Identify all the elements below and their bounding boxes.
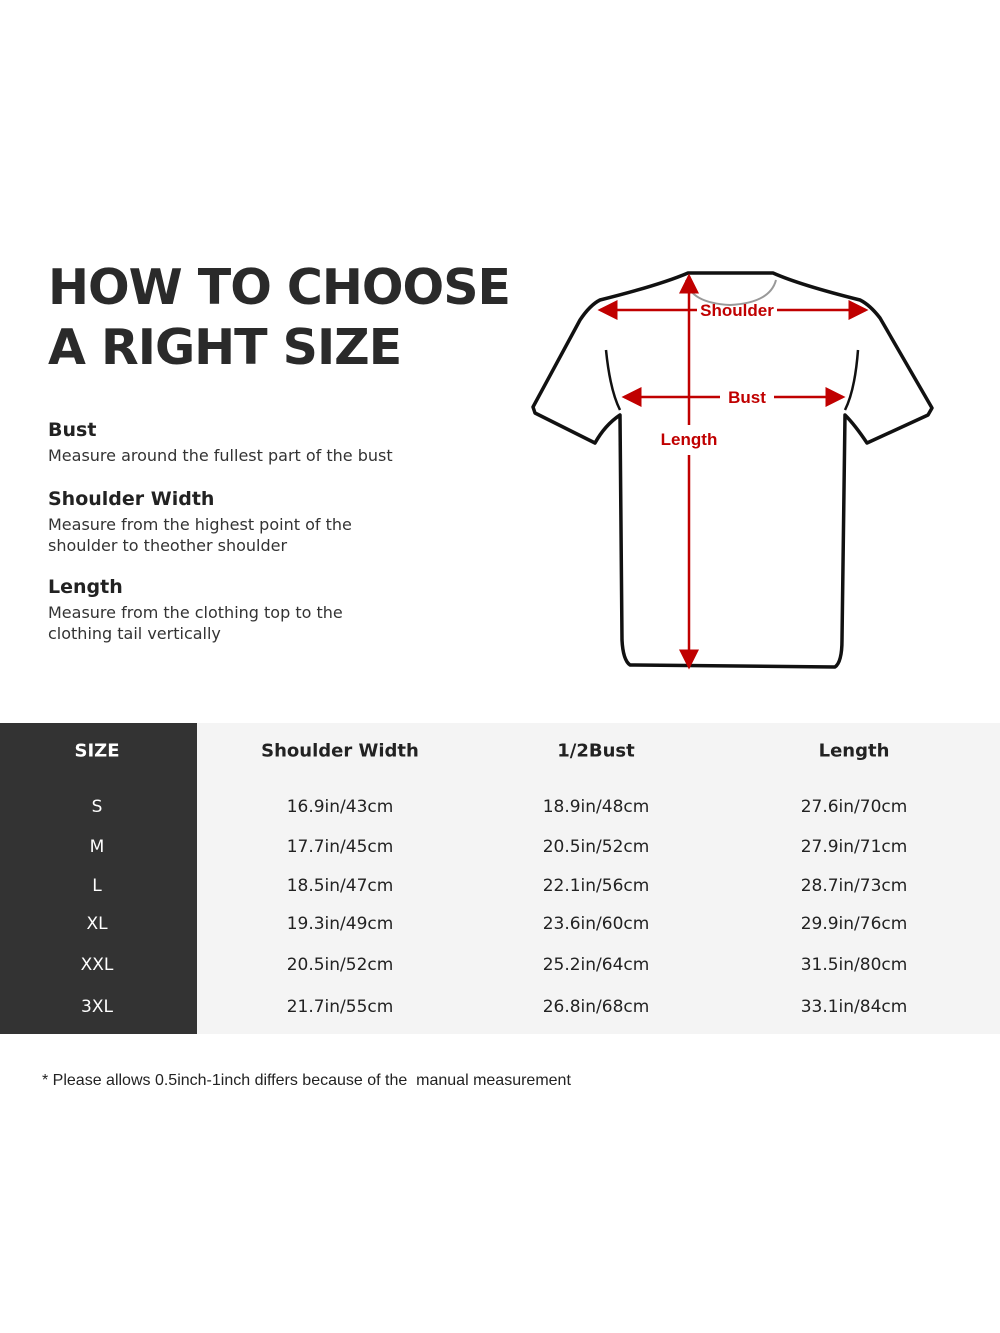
- cell-size: XL: [86, 914, 108, 934]
- definition-term: Length: [48, 576, 123, 598]
- definition-term: Bust: [48, 419, 97, 441]
- bust-label: Bust: [728, 388, 766, 407]
- page-title: HOW TO CHOOSE A RIGHT SIZE: [48, 258, 511, 378]
- cell-shoulder-width: 16.9in/43cm: [286, 797, 394, 817]
- cell-length: 29.9in/76cm: [800, 914, 908, 934]
- cell-half-bust: 23.6in/60cm: [542, 914, 650, 934]
- header-length: Length: [818, 740, 890, 762]
- cell-half-bust: 25.2in/64cm: [542, 955, 650, 975]
- cell-length: 33.1in/84cm: [800, 997, 908, 1017]
- cell-size: XXL: [80, 955, 114, 975]
- cell-half-bust: 26.8in/68cm: [542, 997, 650, 1017]
- cell-size: S: [91, 797, 103, 817]
- cell-shoulder-width: 19.3in/49cm: [286, 914, 394, 934]
- definition-shoulder-width: Shoulder Width Measure from the highest …: [48, 487, 388, 556]
- cell-size: 3XL: [81, 997, 113, 1017]
- cell-length: 31.5in/80cm: [800, 955, 908, 975]
- shoulder-label: Shoulder: [700, 301, 774, 320]
- cell-length: 27.9in/71cm: [800, 837, 908, 857]
- cell-length: 28.7in/73cm: [800, 876, 908, 896]
- size-table: SIZE Shoulder Width 1/2Bust Length S 16.9in/4…: [0, 723, 1000, 1034]
- title-line-2: A RIGHT SIZE: [48, 319, 402, 376]
- definition-description: Measure around the fullest part of the b…: [48, 446, 393, 465]
- definition-length: Length Measure from the clothing top to …: [48, 575, 378, 644]
- cell-size: L: [92, 876, 102, 896]
- header-shoulder-width: Shoulder Width: [261, 740, 419, 762]
- header-size: SIZE: [74, 740, 120, 762]
- header-half-bust: 1/2Bust: [557, 740, 635, 762]
- title-line-1: HOW TO CHOOSE: [48, 259, 511, 316]
- tshirt-diagram: Shoulder Bust Length: [531, 271, 934, 670]
- cell-length: 27.6in/70cm: [800, 797, 908, 817]
- cell-half-bust: 22.1in/56cm: [542, 876, 650, 896]
- cell-half-bust: 20.5in/52cm: [542, 837, 650, 857]
- definition-description: Measure from the clothing top to the clo…: [48, 603, 343, 643]
- definition-term: Shoulder Width: [48, 488, 215, 510]
- cell-shoulder-width: 20.5in/52cm: [286, 955, 394, 975]
- cell-half-bust: 18.9in/48cm: [542, 797, 650, 817]
- definition-bust: Bust Measure around the fullest part of …: [48, 418, 428, 466]
- tshirt-outline: [531, 271, 934, 669]
- length-label: Length: [661, 430, 718, 449]
- cell-size: M: [89, 837, 105, 857]
- cell-shoulder-width: 17.7in/45cm: [286, 837, 394, 857]
- cell-shoulder-width: 18.5in/47cm: [286, 876, 394, 896]
- definition-description: Measure from the highest point of the sh…: [48, 515, 352, 555]
- cell-shoulder-width: 21.7in/55cm: [286, 997, 394, 1017]
- measurement-note: * Please allows 0.5inch-1inch differs be…: [42, 1072, 571, 1089]
- size-column: [0, 723, 197, 1034]
